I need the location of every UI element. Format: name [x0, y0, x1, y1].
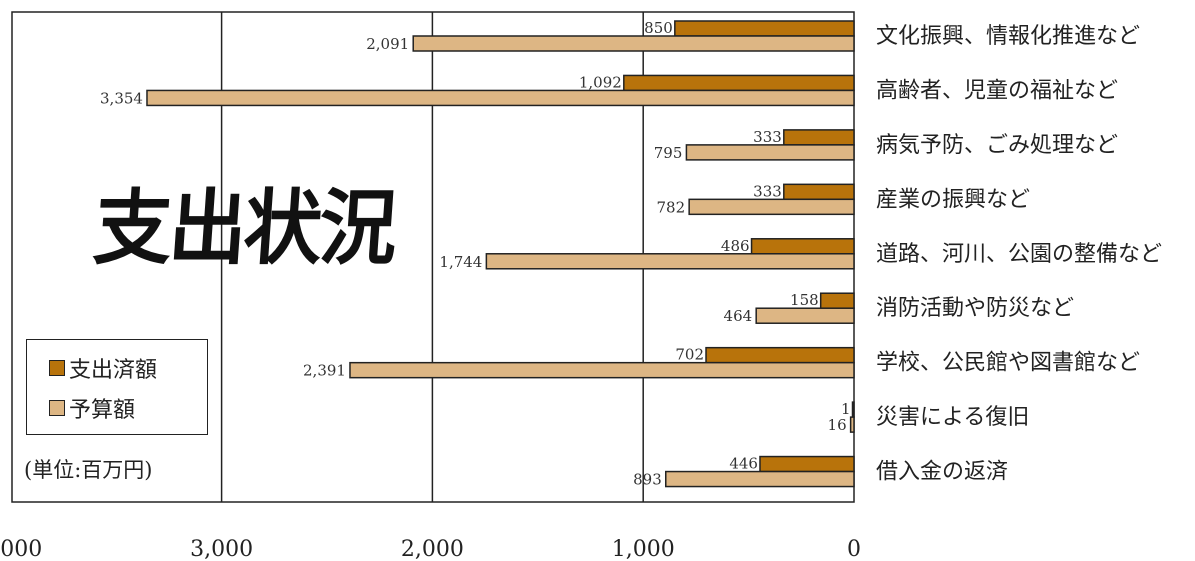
bar-budget [849, 416, 855, 433]
value-label-spent: 333 [753, 128, 782, 146]
x-tick-label: 3,000 [190, 537, 253, 561]
bar-spent [705, 346, 855, 364]
value-label-budget: 782 [657, 198, 686, 216]
bar-spent [783, 183, 855, 201]
bar-spent [819, 292, 855, 309]
bar-spent [759, 455, 855, 473]
chart-title: 支出状況 [90, 181, 398, 277]
value-label-spent: 1,092 [579, 73, 622, 91]
value-labels: 850 2,091 1,092 3,354 333 795 333 782 486 1,744 15… [100, 19, 850, 489]
bar-spent [783, 129, 855, 146]
bar-budget [665, 470, 855, 488]
bars [146, 20, 855, 488]
x-tick-labels: 4,000 3,000 2,000 1,000 0 [0, 537, 861, 561]
legend-item-budget: 予算額 [49, 393, 135, 423]
legend-swatch-spent [49, 360, 65, 376]
value-label-spent: 702 [675, 346, 704, 364]
legend-label-spent: 支出済額 [69, 358, 158, 383]
bar-budget [485, 253, 855, 270]
x-tick-label: 4,000 [0, 537, 42, 561]
bar-budget [685, 144, 855, 161]
category-label: 産業の振興など [876, 187, 1030, 212]
bar-budget [146, 89, 855, 107]
value-label-spent: 333 [753, 182, 782, 200]
category-label: 病気予防、ごみ処理など [876, 133, 1118, 158]
category-labels: 文化振興、情報化推進など高齢者、児童の福祉など病気予防、ごみ処理など産業の振興な… [876, 24, 1162, 485]
bar-budget [688, 198, 855, 216]
bar-spent [623, 74, 855, 92]
x-tick-label: 1,000 [612, 537, 675, 561]
bar-spent [674, 20, 855, 37]
value-label-budget: 795 [654, 144, 683, 162]
category-label: 道路、河川、公園の整備など [876, 242, 1162, 267]
category-label: 文化振興、情報化推進など [876, 24, 1140, 49]
unit-label: (単位:百万円) [24, 458, 153, 482]
legend: 支出済額 予算額 [26, 339, 208, 435]
value-label-spent: 486 [721, 237, 750, 255]
value-label-budget: 3,354 [100, 89, 143, 107]
legend-swatch-budget [49, 400, 65, 416]
value-label-budget: 1,744 [439, 253, 482, 271]
bar-spent [750, 238, 855, 255]
bar-spent [851, 401, 855, 418]
category-label: 高齢者、児童の福祉など [876, 78, 1118, 103]
bar-budget [755, 307, 855, 324]
category-label: 消防活動や防災など [876, 296, 1074, 321]
value-label-spent: 158 [790, 291, 819, 309]
value-label-spent: 850 [644, 19, 673, 37]
value-label-budget: 464 [724, 307, 753, 325]
value-label-budget: 16 [828, 416, 847, 434]
legend-label-budget: 予算額 [69, 398, 136, 423]
legend-item-spent: 支出済額 [49, 353, 157, 383]
bar-budget [349, 361, 855, 379]
x-tick-label: 0 [847, 537, 861, 561]
bar-budget [412, 35, 855, 52]
x-tick-label: 2,000 [401, 537, 464, 561]
value-label-spent: 446 [729, 455, 758, 473]
category-label: 災害による復旧 [876, 405, 1029, 430]
value-label-budget: 2,091 [366, 35, 409, 53]
value-label-spent: 1 [841, 400, 851, 418]
value-label-budget: 893 [633, 471, 662, 489]
category-label: 借入金の返済 [876, 460, 1008, 485]
category-label: 学校、公民館や図書館など [876, 351, 1140, 376]
value-label-budget: 2,391 [303, 362, 346, 380]
